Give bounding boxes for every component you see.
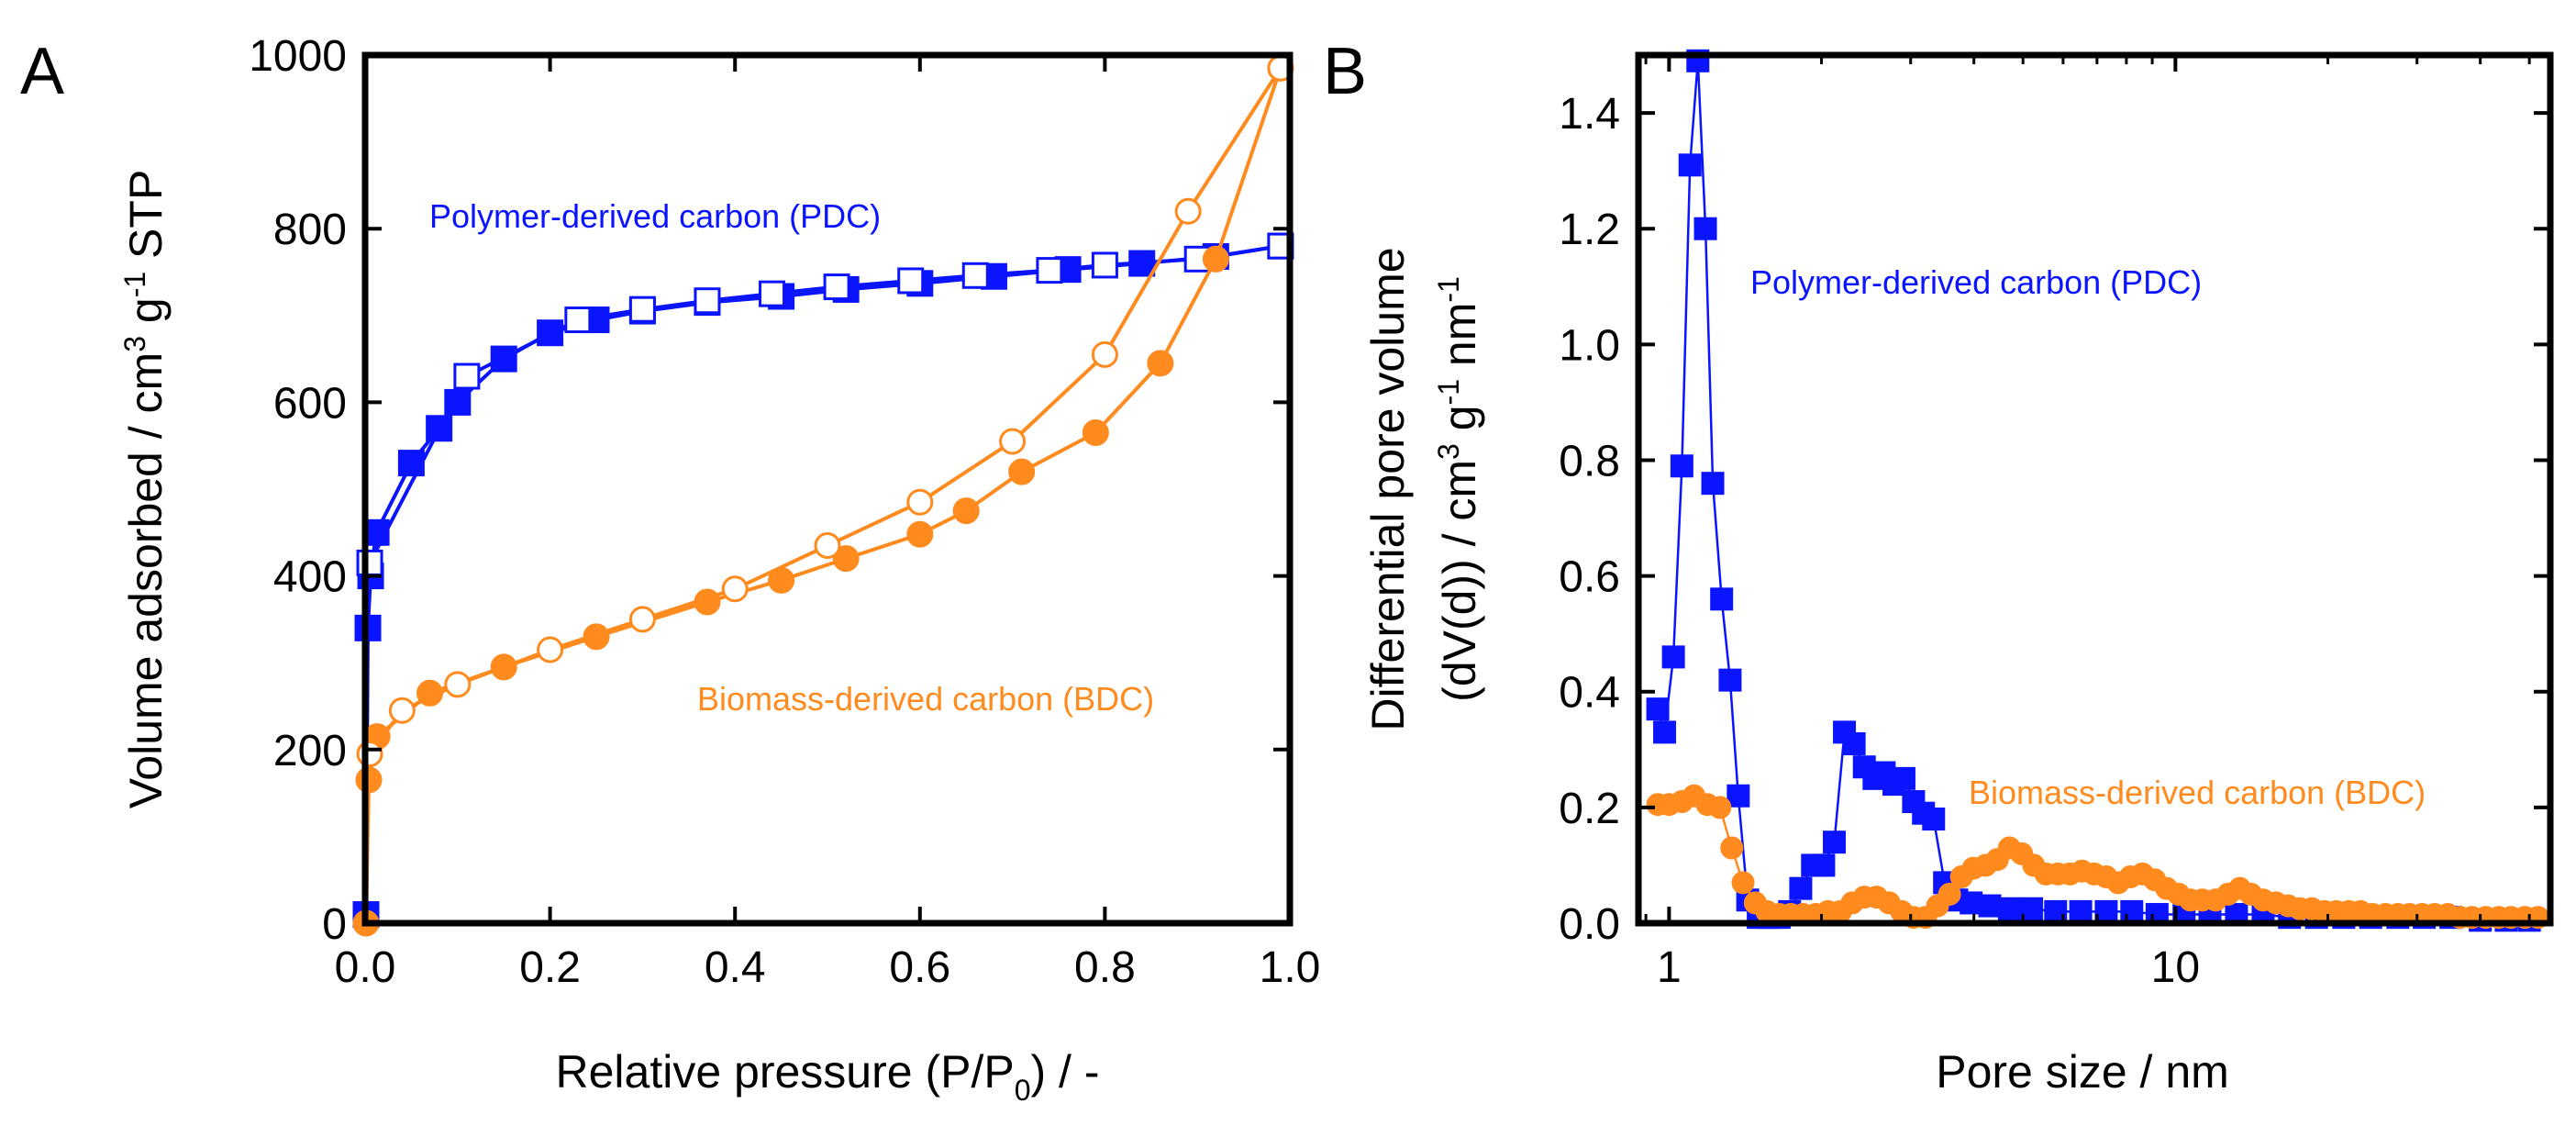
data-point-pdc-35 [2020,897,2044,920]
data-point-pdc-26 [1892,766,1915,790]
x-axis-label-a: Relative pressure (P/P0) / - [556,1046,1100,1107]
data-point-bdc-desorption-10 [388,697,416,724]
data-point-bdc-adsorption-11 [1008,458,1036,485]
data-point-bdc-desorption-3 [999,428,1027,455]
data-point-pdc-desorption-8 [694,287,721,315]
data-point-bdc-desorption-5 [814,531,841,559]
y-tick-label: 400 [273,553,347,602]
data-point-pdc-desorption-6 [823,273,850,301]
data-point-pdc-8 [1710,587,1734,611]
data-point-pdc-16 [1789,876,1813,900]
data-point-bdc-5 [1708,796,1732,819]
data-point-bdc-desorption-11 [356,741,383,768]
y-tick-label: 1.4 [1559,90,1620,139]
data-point-pdc-18 [1812,853,1836,877]
y-tick-label: 1.0 [1559,321,1620,370]
data-point-pdc-desorption-11 [453,362,481,390]
data-point-bdc-adsorption-8 [832,545,860,573]
x-tick-label: 0.0 [335,943,396,992]
y-tick-label: 600 [273,379,347,428]
annotation-pdc-b: Polymer-derived carbon (PDC) [1750,263,2202,301]
panel-label-b: B [1323,35,1367,108]
x-tick-label: 0.8 [1074,943,1136,992]
data-point-pdc-desorption-4 [961,262,989,289]
data-point-bdc-6 [1720,836,1744,860]
data-point-pdc-desorption-3 [1036,257,1063,284]
data-point-pdc-desorption-12 [356,549,383,576]
data-point-pdc-4 [1678,153,1702,177]
annotation-bdc-b: Biomass-derived carbon (BDC) [1969,774,2426,811]
data-point-bdc-adsorption-9 [906,520,934,548]
data-point-pdc-29 [1922,807,1946,830]
y-tick-label: 1.2 [1559,206,1620,254]
data-point-bdc-adsorption-10 [952,497,980,525]
data-point-pdc-39 [2120,899,2144,923]
annotation-pdc-a: Polymer-derived carbon (PDC) [429,197,881,235]
data-point-bdc-adsorption-14 [1202,245,1229,273]
x-tick-label: 0.4 [705,943,766,992]
data-point-pdc-21 [1842,731,1866,755]
x-tick-label: 1 [1657,943,1682,992]
data-point-bdc-desorption-4 [906,488,934,516]
x-tick-label: 0.2 [519,943,581,992]
data-point-bdc-7 [1731,871,1755,895]
y-tick-label: 0.2 [1559,785,1620,833]
data-point-pdc-0 [1646,697,1670,721]
data-point-pdc-desorption-9 [628,295,656,323]
panel-b: B 0.0 0.2 0.4 0.6 0.8 1.0 1.2 1.4 1 10 Polymer-de… [1323,35,2554,1098]
data-point-pdc-desorption-5 [897,267,925,295]
y-axis-label-b-line1: Differential pore volume [1362,247,1414,730]
series-line-bdc-adsorption [364,67,1282,924]
x-tick-label: 10 [2151,943,2200,992]
data-point-pdc-34 [1997,897,2021,920]
y-axis-label-a: Volume adsorbed / cm3 g-1 STP [118,170,172,809]
data-point-bdc-24 [1938,882,1961,906]
y-tick-label: 0.6 [1559,553,1620,602]
data-point-pdc-9 [1718,668,1742,692]
data-point-pdc-desorption-10 [564,307,592,334]
data-point-pdc-10 [1727,784,1750,808]
data-point-pdc-7 [1701,472,1725,496]
plot-frame-a [361,51,1294,927]
plot-frame-b [1635,51,2554,927]
y-tick-label: 0 [322,900,347,949]
data-point-pdc-2 [1661,645,1685,669]
data-point-pdc-desorption-7 [759,280,786,307]
y-tick-label: 0.4 [1559,669,1620,718]
x-axis-label-b: Pore size / nm [1936,1046,2229,1098]
data-point-pdc-19 [1823,830,1847,854]
data-point-pdc-1 [1653,720,1677,744]
data-point-bdc-desorption-1 [1174,197,1202,225]
data-point-bdc-desorption-9 [444,671,472,698]
data-point-bdc-adsorption-13 [1147,350,1174,377]
data-point-bdc-adsorption-1 [355,766,383,794]
data-point-bdc-desorption-6 [721,575,749,603]
panel-a: A 0 200 400 600 800 1000 0.0 0.2 0.4 0.6 0.8 1.0 Po… [20,32,1320,1107]
y-tick-label: 800 [273,206,347,254]
data-point-pdc-37 [2069,899,2093,923]
x-tick-label: 1.0 [1260,943,1321,992]
data-point-bdc-desorption-7 [628,606,656,633]
x-tick-label: 0.6 [889,943,950,992]
annotation-bdc-a: Biomass-derived carbon (BDC) [697,680,1154,718]
series-line-bdc-desorption [368,67,1282,755]
y-tick-label: 1000 [249,32,347,81]
y-tick-label: 0.8 [1559,437,1620,485]
data-point-pdc-38 [2094,899,2118,923]
data-point-pdc-6 [1693,217,1717,240]
data-point-pdc-desorption-2 [1091,251,1118,279]
y-tick-label: 0.0 [1559,900,1620,949]
panel-label-a: A [20,35,64,108]
data-point-pdc-32 [1960,891,1983,915]
y-axis-label-b-line2: (dV(d)) / cm3 g-1 nm-1 [1432,276,1485,702]
data-point-bdc-adsorption-12 [1082,419,1109,447]
y-tick-label: 200 [273,727,347,775]
data-point-pdc-3 [1670,454,1693,478]
data-point-bdc-desorption-2 [1091,340,1118,368]
data-point-pdc-33 [1978,894,2002,918]
data-point-bdc-desorption-8 [537,636,564,663]
